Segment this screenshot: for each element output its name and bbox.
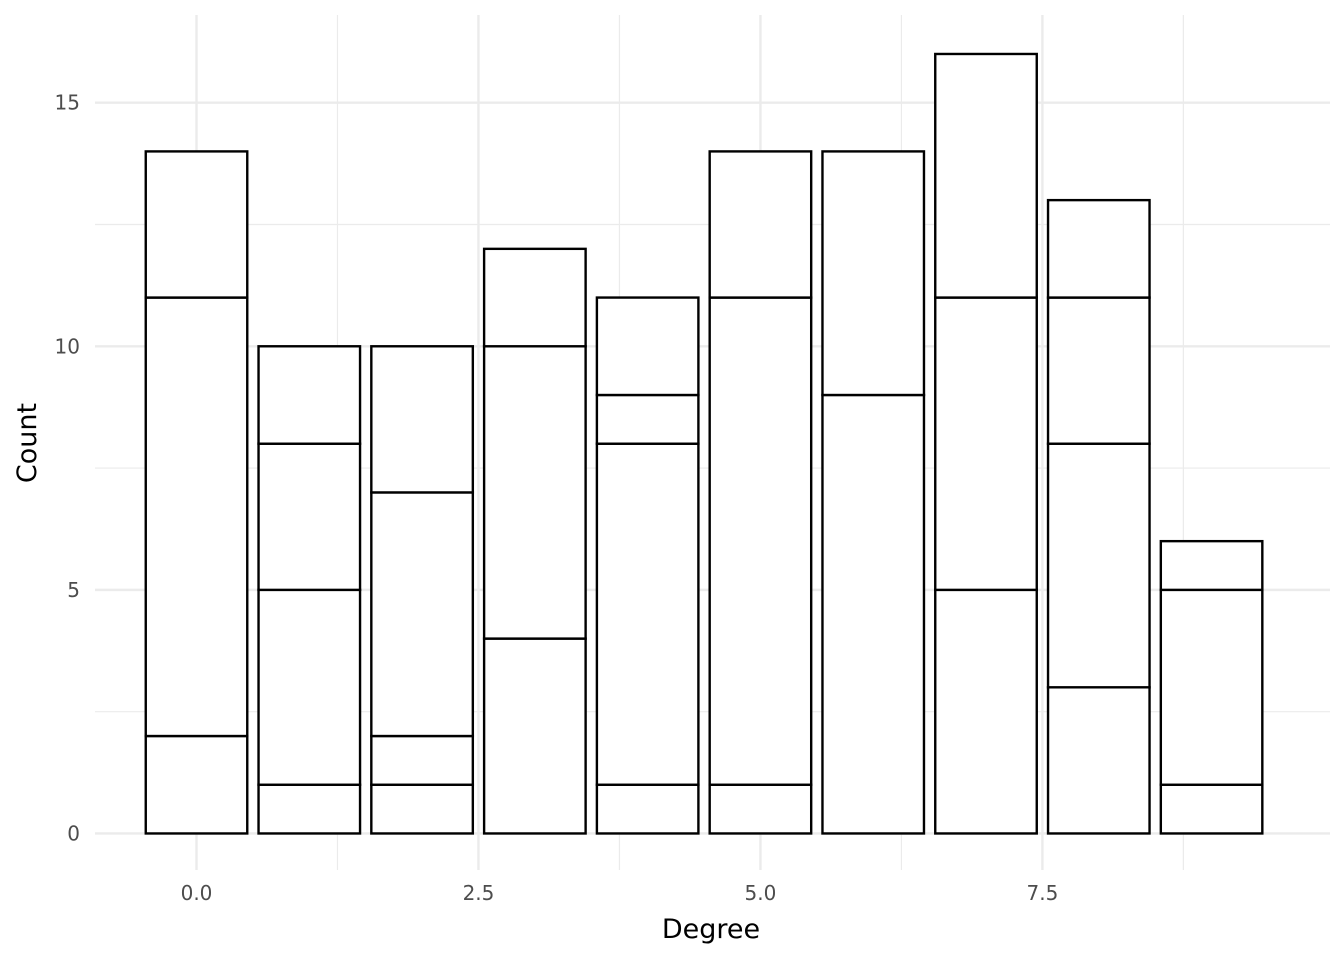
bar-segment (1159, 783, 1264, 835)
bar-segment (257, 588, 362, 786)
bar-segment (370, 783, 475, 835)
x-tick-label: 2.5 (463, 881, 495, 905)
bar-segment (370, 345, 475, 494)
bar (1046, 198, 1151, 835)
bar-segment (934, 52, 1038, 299)
bar (708, 150, 813, 835)
bar (934, 52, 1038, 835)
bar-segment (934, 296, 1038, 592)
bar-segment (821, 393, 926, 835)
bar-segment (1046, 686, 1151, 835)
bar-segment (257, 345, 362, 445)
bar-segment (144, 296, 249, 738)
bar (257, 345, 362, 835)
x-tick-label: 7.5 (1026, 881, 1058, 905)
bar-segment (144, 734, 249, 835)
bar (821, 150, 926, 835)
y-tick-label: 10 (55, 334, 80, 358)
bar (370, 345, 475, 835)
x-tick-label: 5.0 (745, 881, 777, 905)
x-tick-label: 0.0 (181, 881, 213, 905)
bar-segment (1159, 588, 1264, 786)
bar (144, 150, 249, 835)
bar-segment (1046, 296, 1151, 445)
bar (482, 247, 587, 835)
x-axis-tick-labels: 0.0 2.5 5.0 7.5 (181, 881, 1059, 905)
bar-segment (482, 637, 587, 835)
bar-segment (595, 783, 700, 835)
y-tick-label: 5 (67, 578, 80, 602)
bar-segment (482, 345, 587, 640)
bar-segment (708, 150, 813, 299)
bar-segment (257, 783, 362, 835)
bar-segment (595, 393, 700, 445)
bar-segment (1046, 198, 1151, 299)
y-axis-tick-labels: 0 5 10 15 (55, 91, 80, 846)
bars (144, 52, 1264, 835)
bar-segment (370, 734, 475, 786)
bar-segment (482, 247, 587, 348)
bar-segment (144, 150, 249, 299)
bar-segment (595, 442, 700, 786)
bar-segment (708, 296, 813, 786)
bar-segment (821, 150, 926, 397)
bar-segment (708, 783, 813, 835)
bar-segment (1046, 442, 1151, 689)
bar (595, 296, 700, 835)
bar-segment (934, 588, 1038, 835)
bar-segment (595, 296, 700, 397)
bar-segment (1159, 539, 1264, 592)
bar-segment (370, 491, 475, 738)
y-tick-label: 15 (55, 91, 80, 115)
bar (1159, 539, 1264, 835)
x-axis-title: Degree (662, 914, 760, 945)
bar-segment (257, 442, 362, 592)
y-axis-title: Count (12, 403, 43, 483)
y-tick-label: 0 (67, 821, 80, 845)
